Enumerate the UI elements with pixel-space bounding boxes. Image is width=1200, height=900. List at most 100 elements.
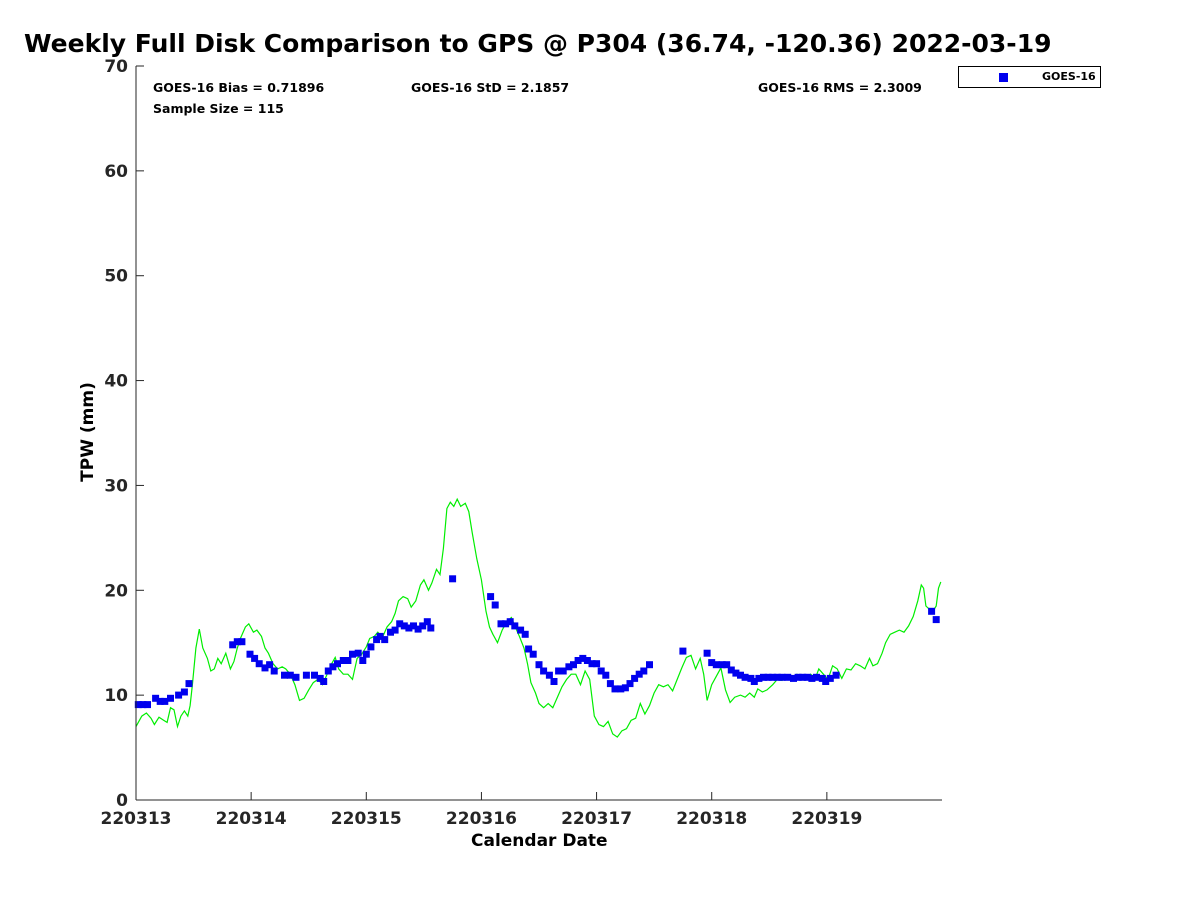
- x-tick-label: 220319: [791, 809, 862, 829]
- goes16-data-point: [611, 685, 619, 693]
- goes16-data-point: [414, 625, 422, 633]
- goes16-data-point: [529, 650, 537, 658]
- goes16-data-point: [778, 673, 786, 681]
- sample-size-stat: Sample Size = 115: [153, 101, 284, 116]
- legend-marker-goes16: [999, 73, 1008, 82]
- goes16-data-point: [602, 671, 610, 679]
- legend-label-goes16: GOES-16: [1042, 70, 1096, 83]
- goes16-data-point: [286, 671, 294, 679]
- x-tick-label: 220317: [561, 809, 632, 829]
- goes16-data-point: [427, 624, 435, 632]
- goes16-data-point: [932, 616, 940, 624]
- x-tick-label: 220313: [101, 809, 172, 829]
- goes16-data-point: [635, 670, 643, 678]
- goes16-data-point: [703, 649, 711, 657]
- goes16-data-point: [396, 620, 404, 628]
- goes16-data-point: [270, 667, 278, 675]
- goes16-data-point: [794, 673, 802, 681]
- goes16-data-point: [320, 678, 328, 685]
- goes16-data-point: [238, 638, 246, 646]
- goes16-data-point: [251, 654, 259, 662]
- goes16-data-point: [535, 661, 543, 669]
- goes16-data-point: [175, 691, 183, 699]
- goes16-data-point: [565, 663, 573, 671]
- goes16-data-point: [349, 650, 356, 658]
- goes16-data-point: [555, 667, 563, 675]
- goes16-data-point: [799, 673, 807, 681]
- y-tick-label: 50: [104, 267, 128, 287]
- goes16-data-point: [679, 647, 687, 655]
- axes: 0 10 20 30 40 50 60 70 220313 220314 220315 220316 2…: [101, 57, 942, 829]
- goes16-data-point: [928, 607, 936, 615]
- legend: GOES-16: [958, 66, 1101, 88]
- gps-series-layer: [135, 497, 942, 738]
- goes16-data-point: [139, 701, 147, 709]
- goes16-data-point: [134, 701, 142, 709]
- goes16-data-point: [261, 664, 269, 672]
- goes16-data-point: [640, 667, 648, 675]
- x-axis-label: Calendar Date: [471, 831, 608, 851]
- goes16-data-point: [281, 671, 288, 679]
- goes16-data-point: [559, 667, 567, 675]
- goes16-data-point: [631, 674, 639, 682]
- goes16-data-point: [773, 673, 781, 681]
- goes16-data-point: [334, 660, 341, 668]
- std-stat: GOES-16 StD = 2.1857: [411, 80, 570, 95]
- y-tick-label: 40: [104, 372, 128, 392]
- goes16-data-point: [803, 673, 811, 681]
- goes16-data-point: [621, 684, 629, 692]
- goes16-data-point: [152, 694, 160, 702]
- goes16-series-layer: [134, 575, 940, 709]
- goes16-data-point: [185, 680, 193, 688]
- goes16-data-point: [579, 654, 587, 662]
- y-tick-label: 60: [104, 162, 128, 182]
- goes16-data-point: [292, 673, 300, 681]
- rms-stat: GOES-16 RMS = 2.3009: [758, 80, 922, 95]
- y-tick-label: 70: [104, 57, 128, 77]
- goes16-data-point: [626, 680, 634, 688]
- goes16-data-point: [229, 641, 237, 649]
- goes16-data-point: [769, 673, 777, 681]
- goes16-data-point: [521, 630, 529, 638]
- goes16-data-point: [832, 671, 840, 679]
- x-tick-label: 220314: [216, 809, 287, 829]
- goes16-data-point: [718, 661, 726, 669]
- y-axis-label: TPW (mm): [78, 382, 98, 482]
- goes16-data-point: [813, 673, 820, 681]
- goes16-data-point: [423, 618, 431, 626]
- goes16-data-point: [344, 657, 352, 664]
- y-tick-label: 20: [104, 581, 128, 601]
- goes16-data-point: [487, 593, 495, 601]
- goes16-data-point: [723, 661, 731, 669]
- goes16-data-point: [525, 645, 533, 653]
- goes16-data-point: [808, 674, 816, 682]
- y-tick-label: 0: [116, 791, 128, 811]
- goes16-data-point: [167, 694, 174, 702]
- goes16-data-point: [400, 622, 408, 630]
- goes16-data-point: [339, 657, 347, 664]
- goes16-data-point: [597, 667, 605, 675]
- x-tick-label: 220315: [331, 809, 402, 829]
- x-tick-label: 220316: [446, 809, 517, 829]
- goes16-data-point: [497, 620, 505, 628]
- goes16-data-point: [449, 575, 457, 583]
- goes16-data-point: [790, 674, 797, 682]
- goes16-data-point: [517, 626, 525, 634]
- goes16-data-point: [359, 657, 367, 664]
- gps-series-line: [135, 497, 942, 738]
- goes16-data-point: [362, 650, 370, 658]
- goes16-data-point: [727, 666, 735, 674]
- goes16-data-point: [511, 622, 519, 630]
- goes16-data-point: [583, 657, 591, 664]
- goes16-data-point: [550, 678, 558, 685]
- goes16-data-point: [506, 618, 514, 626]
- y-tick-label: 30: [104, 476, 128, 496]
- goes16-data-point: [732, 669, 740, 677]
- goes16-data-point: [574, 657, 582, 664]
- goes16-data-point: [712, 661, 720, 669]
- goes16-data-point: [593, 660, 601, 668]
- goes16-data-point: [391, 626, 399, 634]
- goes16-data-point: [156, 697, 164, 705]
- goes16-data-point: [246, 650, 254, 658]
